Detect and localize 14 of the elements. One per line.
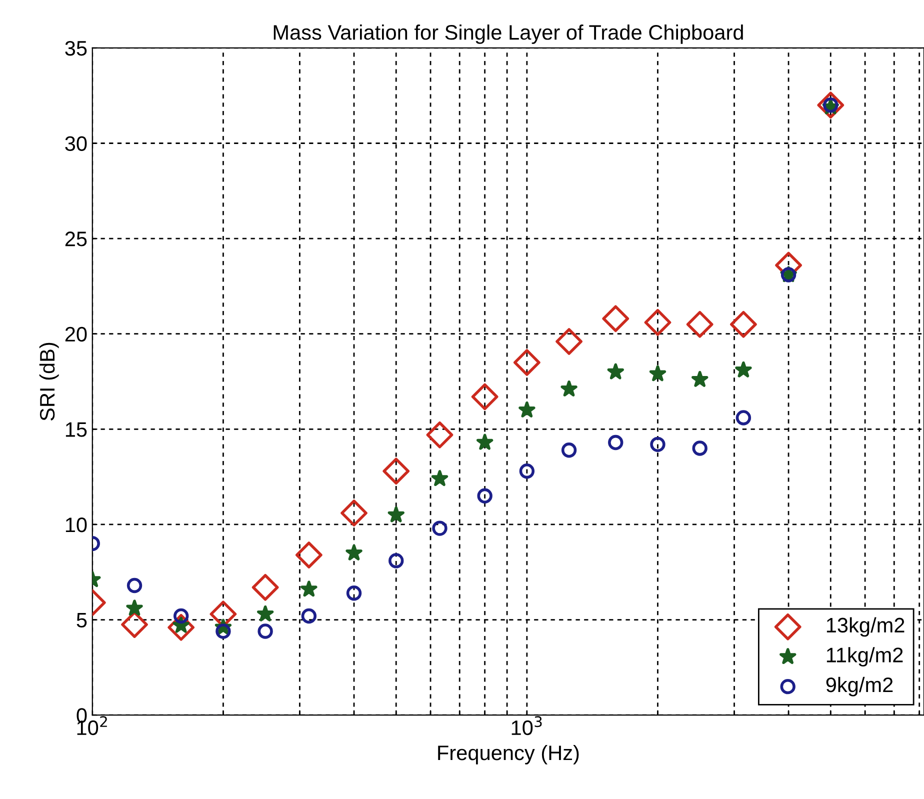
- y-tick-label: 35: [65, 40, 87, 56]
- legend-label: 9kg/m2: [826, 676, 893, 696]
- y-tick-label: 5: [76, 613, 87, 628]
- y-tick-label: 20: [65, 326, 87, 342]
- y-tick-label: 30: [65, 136, 87, 152]
- y-tick-label: 25: [65, 232, 87, 246]
- x-axis-title: Frequency (Hz): [438, 744, 579, 764]
- chart-title: Mass Variation for Single Layer of Trade Chipboard: [274, 24, 743, 44]
- legend-label: 13kg/m2: [826, 617, 904, 637]
- y-axis-title: SRI (dB): [39, 342, 59, 421]
- x-tick-label: 10$^{3}$: [512, 716, 542, 736]
- y-tick-label: 15: [66, 422, 87, 437]
- y-tick-label: 10: [66, 517, 87, 532]
- legend-label: 11kg/m2: [826, 647, 903, 667]
